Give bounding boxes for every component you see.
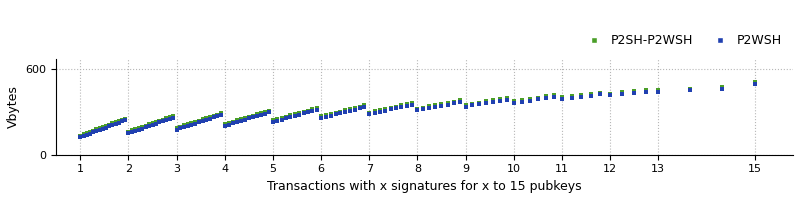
X-axis label: Transactions with x signatures for x to 15 pubkeys: Transactions with x signatures for x to … bbox=[267, 180, 582, 193]
Y-axis label: Vbytes: Vbytes bbox=[7, 86, 20, 128]
Legend: P2SH-P2WSH, P2WSH: P2SH-P2WSH, P2WSH bbox=[577, 29, 787, 52]
